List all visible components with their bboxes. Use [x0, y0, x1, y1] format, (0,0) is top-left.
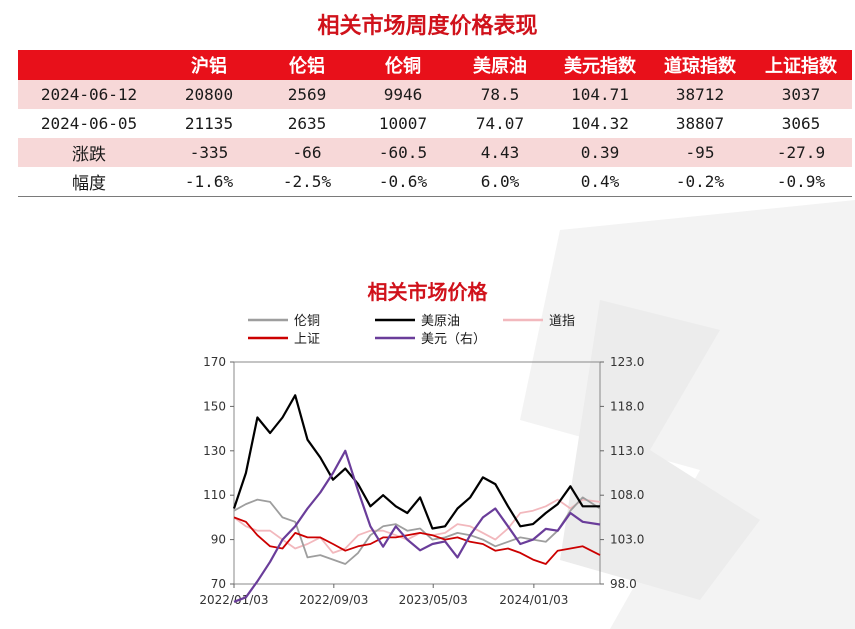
table-cell: 10007	[378, 114, 428, 133]
x-tick-label: 2023/05/03	[399, 593, 468, 607]
table-cell: -0.2%	[650, 167, 750, 197]
legend-label: 上证	[294, 332, 320, 347]
series-line	[233, 449, 601, 603]
series-line	[233, 516, 601, 565]
x-tick-label: 2024/01/03	[499, 593, 568, 607]
plot-frame	[233, 361, 601, 585]
table-cell: -0.6%	[356, 167, 450, 197]
table-cell: 2635	[287, 114, 327, 133]
table-cell: 9946	[356, 80, 450, 109]
row-label: 涨跌	[18, 138, 160, 167]
table-cell: 0.39	[550, 138, 650, 167]
y-right-tick-label: 103.0	[610, 533, 644, 547]
row-label: 2024-06-12	[18, 80, 160, 109]
y-left-tick-label: 170	[203, 355, 226, 369]
series-line	[233, 496, 601, 565]
table-row: 2024-06-12 20800 2569 9946 78.5 104.71 3…	[18, 80, 852, 109]
row-label: 2024-06-05	[40, 114, 138, 133]
header-shanghai-index: 上证指数	[750, 50, 852, 80]
header-blank	[18, 50, 160, 80]
table-cell: -60.5	[356, 138, 450, 167]
header-shfe-aluminum: 沪铝	[160, 50, 258, 80]
y-right-tick-label: 108.0	[610, 488, 644, 502]
y-left-tick-label: 110	[203, 488, 226, 502]
y-left-tick-label: 70	[211, 577, 226, 591]
table-cell: 21135	[184, 114, 234, 133]
y-left-tick-label: 150	[203, 399, 226, 413]
table-cell: -66	[258, 138, 356, 167]
table-title: 相关市场周度价格表现	[317, 14, 538, 39]
y-left-tick-label: 130	[203, 444, 226, 458]
x-tick-label: 2022/01/03	[199, 593, 268, 607]
header-dow-jones: 道琼指数	[650, 50, 750, 80]
table-cell: 104.32	[571, 114, 629, 133]
table-cell: 104.71	[550, 80, 650, 109]
y-right-tick-label: 113.0	[610, 444, 644, 458]
header-lme-aluminum: 伦铝	[258, 50, 356, 80]
y-left-tick-label: 90	[211, 533, 226, 547]
market-price-table: 沪铝 伦铝 伦铜 美原油 美元指数 道琼指数 上证指数 2024-06-12 2…	[18, 50, 852, 197]
table-cell: 38712	[650, 80, 750, 109]
table-cell: 38807	[675, 114, 725, 133]
table-cell: 20800	[160, 80, 258, 109]
header-us-crude: 美原油	[450, 50, 550, 80]
table-cell: -335	[160, 138, 258, 167]
series-line	[232, 394, 600, 530]
table-row: 2024-06-05 21135 2635 10007 74.07 104.32…	[18, 109, 852, 138]
header-lme-copper: 伦铜	[356, 50, 450, 80]
table-row: 幅度 -1.6% -2.5% -0.6% 6.0% 0.4% -0.2% -0.…	[18, 167, 852, 197]
table-cell: 74.07	[475, 114, 525, 133]
table-cell: 4.43	[450, 138, 550, 167]
table-cell: -2.5%	[258, 167, 356, 197]
table-cell: 0.4%	[550, 167, 650, 197]
table-cell: -27.9	[750, 138, 852, 167]
table-cell: 3037	[750, 80, 852, 109]
table-cell: 78.5	[450, 80, 550, 109]
x-tick-label: 2022/09/03	[299, 593, 368, 607]
table-row: 涨跌 -335 -66 -60.5 4.43 0.39 -95 -27.9	[18, 138, 852, 167]
series-line	[233, 498, 601, 554]
y-right-tick-label: 118.0	[610, 399, 644, 413]
table-cell: 6.0%	[450, 167, 550, 197]
table-cell: 2569	[258, 80, 356, 109]
y-right-tick-label: 123.0	[610, 355, 644, 369]
header-dollar-index: 美元指数	[550, 50, 650, 80]
table-cell: -95	[650, 138, 750, 167]
legend-label: 美原油	[421, 314, 460, 329]
table-cell: -1.6%	[160, 167, 258, 197]
legend-label: 美元（右）	[421, 332, 486, 347]
table-cell: 3065	[781, 114, 821, 133]
row-label: 幅度	[18, 167, 160, 197]
table-cell: -0.9%	[750, 167, 852, 197]
chart-title: 相关市场价格	[367, 280, 488, 304]
legend-label: 道指	[549, 314, 575, 329]
legend-label: 伦铜	[294, 314, 320, 329]
table-header-row: 沪铝 伦铝 伦铜 美原油 美元指数 道琼指数 上证指数	[18, 50, 852, 80]
y-right-tick-label: 98.0	[610, 577, 637, 591]
